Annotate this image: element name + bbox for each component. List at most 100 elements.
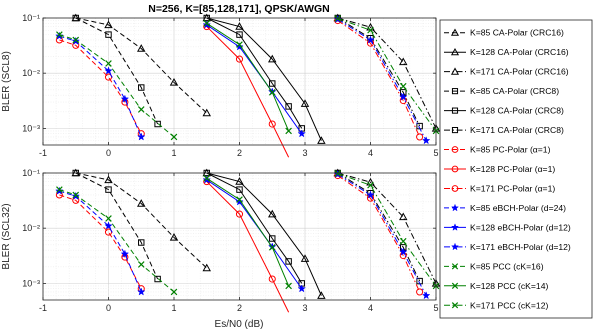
data-point [268, 244, 276, 251]
series-12 [56, 186, 178, 296]
legend-marker [450, 47, 460, 56]
legend-marker [451, 127, 459, 134]
data-point [105, 60, 112, 67]
legend-marker [451, 302, 459, 309]
series-line [206, 177, 290, 287]
data-point [104, 66, 113, 75]
series-line [337, 173, 427, 296]
x-tick-label: 4 [368, 303, 373, 313]
data-point [416, 133, 424, 141]
data-point [71, 191, 81, 200]
series-line [206, 24, 303, 135]
series-line [75, 17, 159, 125]
series-line [75, 17, 208, 114]
legend-item: K=171 eBCH-Polar (d=12) [444, 242, 571, 252]
data-point [136, 132, 146, 141]
legend-item: K=85 eBCH-Polar (d=24) [444, 203, 566, 213]
data-point [269, 80, 276, 87]
data-point [235, 177, 244, 185]
data-point [170, 133, 178, 141]
y-tick-label: 10⁻² [22, 223, 40, 233]
data-point [169, 78, 179, 86]
data-point [72, 36, 80, 44]
data-point [154, 120, 161, 128]
data-point [421, 291, 431, 300]
legend-marker [451, 165, 459, 173]
data-point [334, 15, 342, 22]
data-point [137, 261, 145, 268]
data-point [202, 263, 211, 272]
legend-marker [451, 146, 459, 153]
series-line [337, 20, 421, 138]
series-line [337, 18, 427, 141]
legend-label: K=85 eBCH-Polar (d=24) [470, 203, 566, 213]
series-line [206, 179, 303, 290]
series-line [337, 18, 437, 132]
data-point [202, 108, 211, 117]
x-tick-label: 2 [237, 303, 242, 313]
series-9 [55, 31, 146, 141]
legend-marker [450, 28, 460, 36]
data-point [285, 258, 292, 265]
x-tick-label: -1 [39, 303, 47, 313]
legend-item: K=171 PC-Polar (α=1) [444, 183, 555, 193]
legend-item: K=128 PC-Polar (α=1) [444, 164, 555, 174]
legend-marker [450, 242, 460, 251]
x-tick-label: 2 [237, 148, 242, 158]
x-tick-label: 0 [106, 148, 111, 158]
series-10 [202, 20, 306, 138]
data-point [399, 57, 408, 66]
y-axis-title: BLER (SCL8) [1, 51, 12, 112]
data-point [285, 282, 292, 290]
legend-label: K=85 CA-Polar (CRC8) [470, 86, 559, 96]
legend-box [439, 19, 593, 319]
legend-marker [450, 203, 460, 212]
series-line [337, 175, 421, 293]
data-point [203, 175, 211, 182]
series-line [206, 22, 290, 132]
x-tick-label: 4 [368, 148, 373, 158]
data-point [105, 215, 112, 222]
legend-label: K=128 CA-Polar (CRC8) [470, 106, 564, 116]
legend-label: K=171 PC-Polar (α=1) [470, 183, 555, 193]
data-point [55, 186, 64, 195]
series-3 [72, 14, 161, 128]
data-point [235, 197, 244, 206]
legend-marker [451, 282, 459, 289]
legend-item: K=171 CA-Polar (CRC8) [444, 125, 564, 135]
legend-marker [451, 88, 459, 95]
series-line [337, 17, 437, 129]
x-tick-label: 1 [171, 303, 176, 313]
data-point [235, 55, 244, 63]
data-point [285, 103, 292, 110]
legend-marker [451, 107, 459, 114]
series-line [59, 35, 142, 138]
data-point [334, 170, 342, 177]
legend-marker [451, 185, 459, 192]
x-tick-label: 1 [171, 148, 176, 158]
x-axis-title: Es/N0 (dB) [215, 319, 264, 330]
legend-label: K=128 PCC (cK=14) [470, 281, 548, 291]
legend-item: K=85 CA-Polar (CRC16) [444, 28, 564, 38]
legend-item: K=85 PCC (cK=16) [444, 261, 544, 271]
legend-label: K=171 PCC (cK=12) [470, 300, 548, 310]
data-point [138, 239, 145, 246]
data-point [268, 209, 277, 218]
legend-label: K=128 PC-Polar (α=1) [470, 164, 555, 174]
data-point [416, 288, 424, 296]
data-point [104, 20, 113, 29]
data-point [137, 106, 145, 113]
data-point [236, 186, 243, 193]
data-point [236, 41, 243, 48]
data-point [297, 129, 306, 138]
series-line [206, 26, 290, 158]
data-point [202, 20, 212, 29]
data-point [120, 249, 130, 258]
data-point [317, 291, 326, 299]
legend-label: K=171 CA-Polar (CRC8) [470, 125, 564, 135]
data-point [367, 26, 374, 34]
data-point [268, 89, 276, 96]
data-point [366, 35, 375, 44]
legend-item: K=128 PCC (cK=14) [444, 281, 548, 291]
data-point [169, 233, 179, 241]
